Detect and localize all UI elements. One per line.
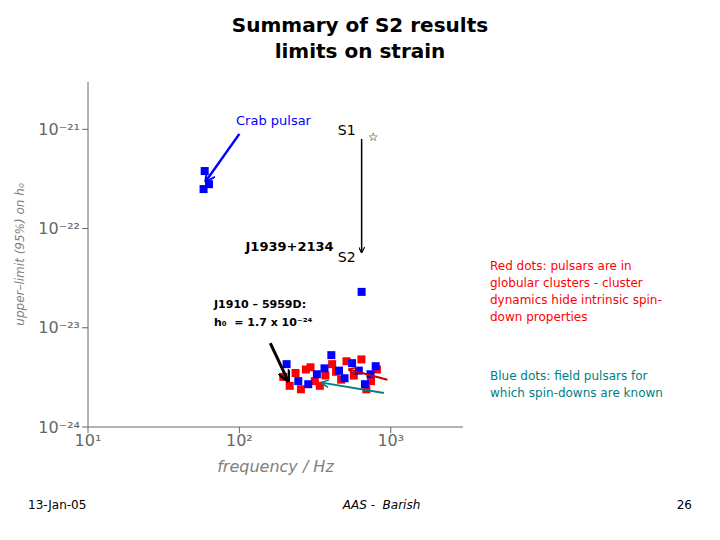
html-text:13-Jan-05: 13-Jan-05 <box>28 498 87 512</box>
svg-text:10³: 10³ <box>377 431 404 450</box>
svg-text:h₀ = 1.7 x 10⁻²⁴: h₀ = 1.7 x 10⁻²⁴ <box>214 316 313 329</box>
svg-text:J1939+2134: J1939+2134 <box>245 239 334 254</box>
html-text:Summary of S2 results: Summary of S2 results <box>231 13 489 37</box>
svg-text:Crab pulsar: Crab pulsar <box>236 113 312 128</box>
svg-text:10⁻²²: 10⁻²² <box>38 219 80 238</box>
html-text:limits on strain: limits on strain <box>274 39 446 63</box>
svg-text:upper–limit (95%) on h₀: upper–limit (95%) on h₀ <box>13 183 27 326</box>
svg-text:10⁻²⁴: 10⁻²⁴ <box>38 418 80 437</box>
html-text:Red dots: pulsars are in globu: Red dots: pulsars are in globular cluste… <box>490 259 662 324</box>
html-text:AAS - Barish: AAS - Barish <box>342 498 421 512</box>
svg-text:J1910 – 5959D:: J1910 – 5959D: <box>213 298 306 311</box>
svg-text:☆: ☆ <box>368 130 379 144</box>
svg-text:10¹: 10¹ <box>74 431 102 451</box>
svg-text:10⁻²³: 10⁻²³ <box>38 318 80 337</box>
html-text:26: 26 <box>676 498 692 512</box>
svg-text:10²: 10² <box>226 431 253 450</box>
svg-text:10⁻²¹: 10⁻²¹ <box>38 120 80 139</box>
html-text:Blue dots: field pulsars for w: Blue dots: field pulsars for which spin-… <box>490 369 663 400</box>
svg-text:S2: S2 <box>338 249 356 265</box>
svg-text:frequency / Hz: frequency / Hz <box>217 457 334 476</box>
svg-text:S1: S1 <box>338 122 356 138</box>
